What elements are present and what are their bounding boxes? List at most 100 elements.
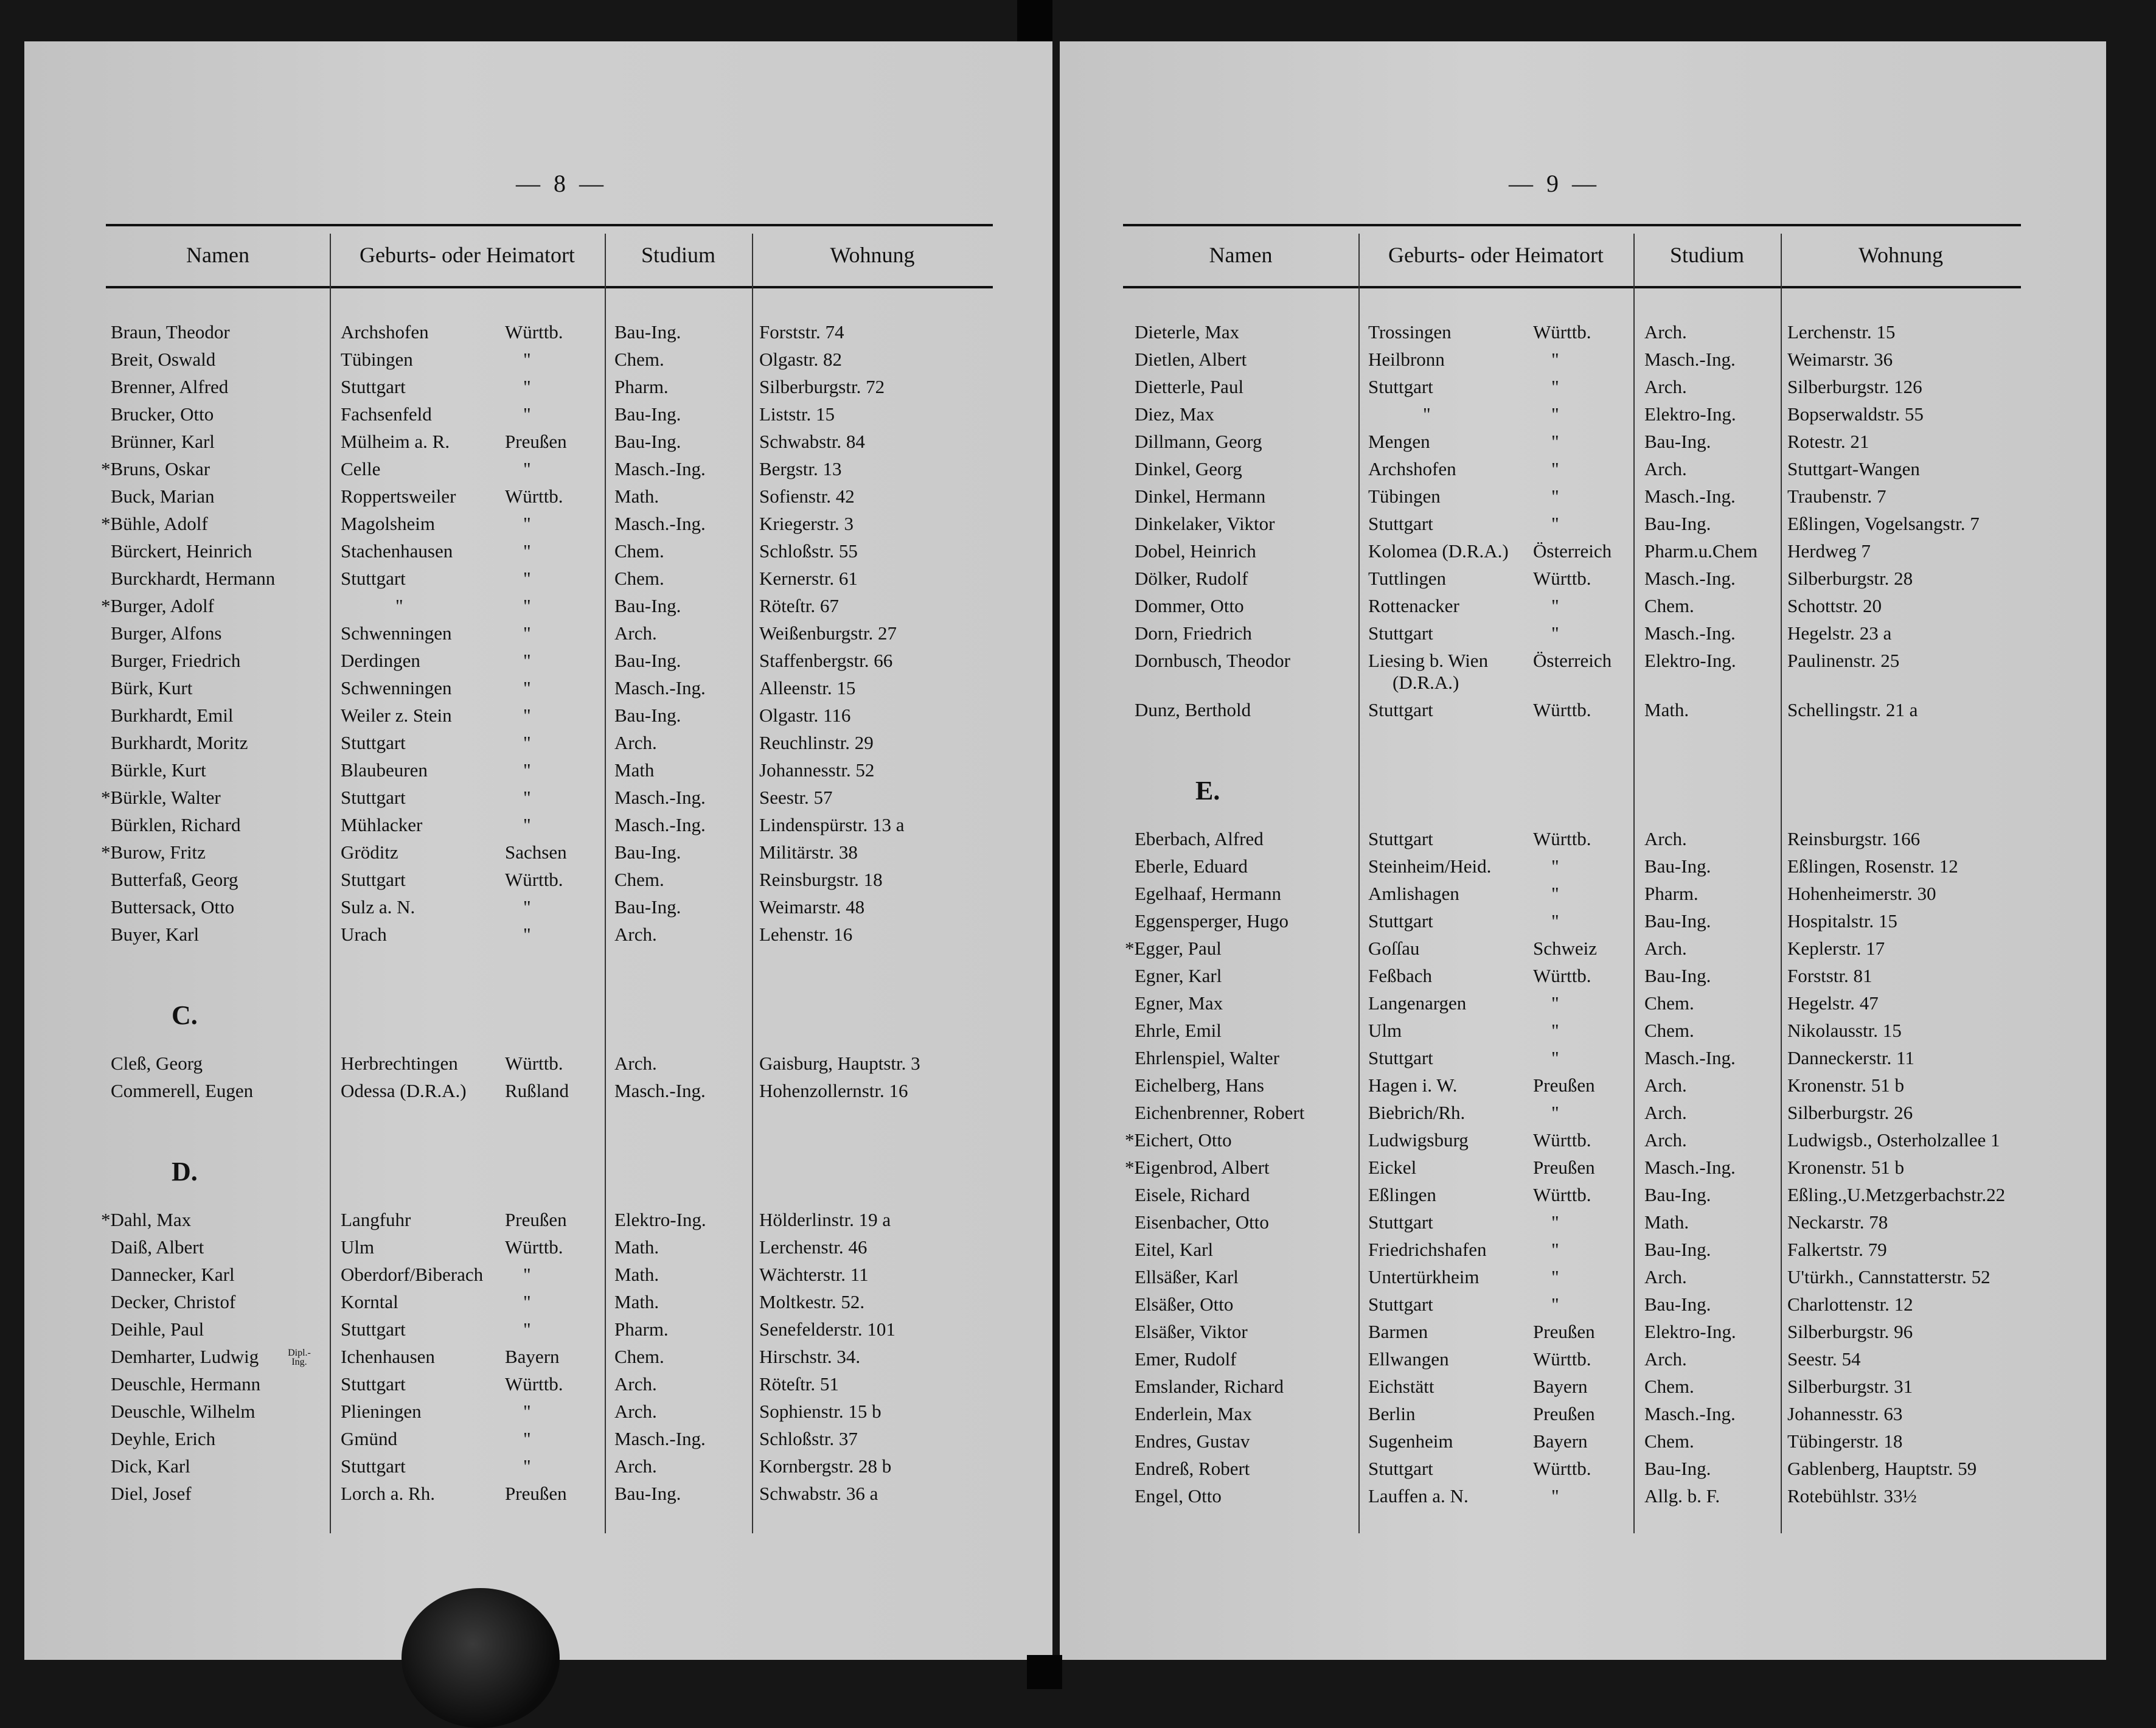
cell-study: Bau-Ing.: [1644, 1239, 1711, 1260]
cell-state: Württb.: [505, 1373, 563, 1395]
cell-place: Sugenheim: [1368, 1430, 1453, 1452]
section-letter: C.: [106, 951, 993, 1053]
cell-name: Breit, Oswald: [111, 349, 216, 370]
header-study: Studium: [1669, 243, 1745, 267]
cell-name: Burckhardt, Hermann: [111, 568, 276, 589]
cell-address: Silberburgstr. 126: [1787, 376, 1922, 397]
cell-place: ": [1423, 403, 1431, 425]
cell-place: Langenargen: [1368, 992, 1467, 1014]
cell-state: Preußen: [1533, 1075, 1595, 1096]
cell-state: Österreich: [1533, 540, 1612, 562]
cell-name: Dinkel, Georg: [1135, 458, 1242, 479]
cell-study: Chem.: [1644, 1430, 1694, 1452]
cell-name: Brucker, Otto: [111, 403, 214, 425]
cell-state: Württb.: [505, 1236, 563, 1258]
cell-study: Chem.: [1644, 1020, 1694, 1041]
cell-state: ": [523, 787, 531, 808]
cell-place: Heilbronn: [1368, 349, 1445, 370]
section-letter-text: C.: [172, 1000, 198, 1030]
cell-state: Württb.: [1533, 965, 1591, 986]
cell-place: Stuttgart: [1368, 622, 1433, 644]
cell-study: Elektro-Ing.: [1644, 1321, 1736, 1342]
table-row: Butterfaß, Georg Stuttgart Württb. Chem. Rei…: [106, 869, 993, 896]
table-row: Eitel, Karl Friedrichshafen " Bau-Ing. Falke…: [1123, 1239, 2021, 1266]
cell-study: Arch.: [614, 1401, 657, 1422]
cell-state: Württb.: [1533, 1348, 1591, 1370]
cell-address: Eßling.,U.Metzgerbachstr.22: [1787, 1184, 2006, 1205]
degree-note: Dipl.-Ing.: [288, 1348, 311, 1367]
cell-state: Preußen: [505, 1209, 567, 1230]
cell-place: Ludwigsburg: [1368, 1129, 1469, 1151]
cell-study: Arch.: [1644, 828, 1687, 849]
cell-address: Falkertstr. 79: [1787, 1239, 1887, 1260]
cell-address: Hirschstr. 34.: [759, 1346, 861, 1367]
table-row: *Bürkle, Walter Stuttgart " Masch.-Ing. Sees…: [101, 787, 993, 814]
cell-name: Eberle, Eduard: [1135, 855, 1248, 877]
cell-state: Bayern: [505, 1346, 560, 1367]
cell-state: Preußen: [1533, 1157, 1595, 1178]
table-row: Eichelberg, Hans Hagen i. W. Preußen Arch. K…: [1123, 1075, 2021, 1102]
cell-study: Arch.: [1644, 1075, 1687, 1096]
cell-address: Moltkestr. 52.: [759, 1291, 865, 1312]
cell-study: Bau-Ing.: [614, 403, 681, 425]
cell-study: Bau-Ing.: [614, 705, 681, 726]
cell-state: ": [1551, 855, 1559, 877]
cell-state: Württb.: [1533, 321, 1591, 343]
cell-address: Olgastr. 116: [759, 705, 851, 726]
header-name: Namen: [186, 243, 249, 267]
cell-place: Weiler z. Stein: [341, 705, 452, 726]
cell-name: Egelhaaf, Hermann: [1135, 883, 1281, 904]
cell-address: Eßlingen, Vogelsangstr. 7: [1787, 513, 1980, 534]
cell-address: Olgastr. 82: [759, 349, 843, 370]
cell-state: ": [1551, 458, 1559, 479]
cell-state: Sachsen: [505, 841, 567, 863]
table-row: *Burow, Fritz Gröditz Sachsen Bau-Ing. Milit…: [101, 841, 993, 869]
table-row: *Eichert, Otto Ludwigsburg Württb. Arch. Lud…: [1123, 1129, 2021, 1157]
table-row: Brenner, Alfred Stuttgart " Pharm. Silberbur…: [106, 376, 993, 403]
cell-address: Staffenbergstr. 66: [759, 650, 893, 671]
cell-study: Masch.-Ing.: [1644, 1403, 1736, 1424]
cell-place: Schwenningen: [341, 677, 452, 699]
cell-address: Eßlingen, Rosenstr. 12: [1787, 855, 1958, 877]
cell-state: Preußen: [1533, 1403, 1595, 1424]
cell-state: Württb.: [1533, 828, 1591, 849]
cell-place: Stuttgart: [341, 1455, 406, 1477]
cell-state: ": [1551, 349, 1559, 370]
cell-study: Bau-Ing.: [1644, 513, 1711, 534]
cell-study: Masch.-Ing.: [614, 814, 706, 835]
cell-study: Math.: [1644, 1211, 1689, 1233]
cell-study: Arch.: [614, 1455, 657, 1477]
cell-name: Bürk, Kurt: [111, 677, 193, 699]
cell-address: Forststr. 81: [1787, 965, 1873, 986]
cell-name: Ehrle, Emil: [1135, 1020, 1222, 1041]
cell-study: Math: [614, 759, 655, 781]
cell-name: Buttersack, Otto: [111, 896, 235, 918]
table-row: Buyer, Karl Urach " Arch. Lehenstr. 16: [106, 924, 993, 951]
cell-place: Stuttgart: [1368, 699, 1433, 720]
cell-study: Chem.: [614, 349, 664, 370]
cell-state: ": [523, 705, 531, 726]
cell-place: Derdingen: [341, 650, 420, 671]
cell-study: Pharm.u.Chem: [1644, 540, 1758, 562]
cell-address: Silberburgstr. 26: [1787, 1102, 1913, 1123]
cell-study: Bau-Ing.: [614, 595, 681, 616]
cell-name: Dieterle, Max: [1135, 321, 1240, 343]
cell-address: Silberburgstr. 96: [1787, 1321, 1913, 1342]
cell-state: Württb.: [505, 486, 563, 507]
cell-state: ": [1551, 1211, 1559, 1233]
cell-study: Elektro-Ing.: [1644, 403, 1736, 425]
cell-address: Silberburgstr. 72: [759, 376, 885, 397]
cell-state: ": [523, 1455, 531, 1477]
cell-study: Masch.-Ing.: [614, 1080, 706, 1101]
cell-study: Arch.: [614, 1053, 657, 1074]
cell-place: Stuttgart: [1368, 1211, 1433, 1233]
cell-name: Elsäßer, Otto: [1135, 1294, 1234, 1315]
table-row: Eisele, Richard Eßlingen Württb. Bau-Ing. Eß…: [1123, 1184, 2021, 1211]
cell-address: Lerchenstr. 15: [1787, 321, 1896, 343]
cell-address: Hegelstr. 47: [1787, 992, 1879, 1014]
cell-state: ": [1551, 883, 1559, 904]
cell-name: *Eigenbrod, Albert: [1125, 1157, 1270, 1178]
table-row: Ehrle, Emil Ulm " Chem. Nikolausstr. 15: [1123, 1020, 2021, 1047]
cell-address: Reinsburgstr. 18: [759, 869, 883, 890]
cell-study: Elektro-Ing.: [1644, 650, 1736, 671]
